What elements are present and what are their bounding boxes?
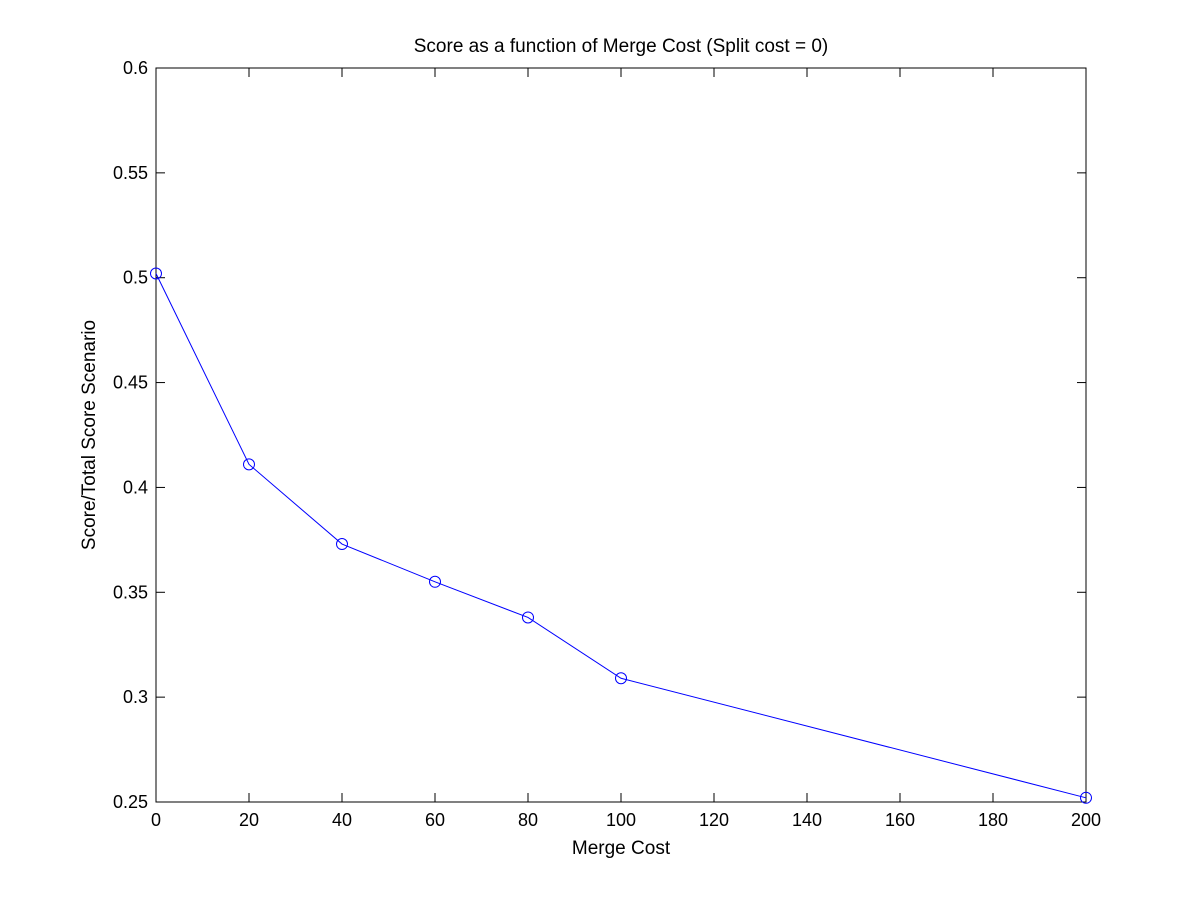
x-tick-label: 160 — [885, 810, 915, 830]
x-tick-label: 120 — [699, 810, 729, 830]
x-tick-label: 40 — [332, 810, 352, 830]
y-axis-ticks: 0.25 0.3 0.35 0.4 0.45 0.5 0.55 0.6 — [113, 58, 1086, 812]
x-tick-label: 180 — [978, 810, 1008, 830]
y-axis-label: Score/Total Score Scenario — [79, 320, 100, 550]
x-axis-ticks: 0 20 40 60 80 100 120 140 160 180 200 — [151, 68, 1101, 830]
y-tick-label: 0.45 — [113, 373, 148, 393]
data-point — [615, 672, 627, 685]
y-tick-label: 0.4 — [123, 477, 148, 497]
x-tick-label: 60 — [425, 810, 445, 830]
y-tick-label: 0.55 — [113, 163, 148, 183]
data-point — [336, 538, 348, 551]
x-tick-label: 100 — [606, 810, 636, 830]
data-point — [429, 575, 441, 588]
series-line — [155, 273, 1087, 799]
y-tick-label: 0.5 — [123, 268, 148, 288]
x-tick-label: 200 — [1071, 810, 1101, 830]
data-point — [150, 267, 162, 280]
x-axis-label: Merge Cost — [572, 838, 671, 859]
x-tick-label: 0 — [151, 810, 161, 830]
plot-area — [155, 67, 1087, 803]
y-tick-label: 0.25 — [113, 792, 148, 812]
x-tick-label: 140 — [792, 810, 822, 830]
series-layer — [150, 267, 1092, 804]
x-tick-label: 20 — [239, 810, 259, 830]
data-point — [1080, 791, 1092, 804]
y-tick-label: 0.6 — [123, 58, 148, 78]
data-point — [522, 611, 534, 624]
data-point — [243, 458, 255, 471]
chart-title: Score as a function of Merge Cost (Split… — [414, 36, 829, 57]
y-tick-label: 0.3 — [123, 687, 148, 707]
y-tick-label: 0.35 — [113, 582, 148, 602]
x-tick-label: 80 — [518, 810, 538, 830]
